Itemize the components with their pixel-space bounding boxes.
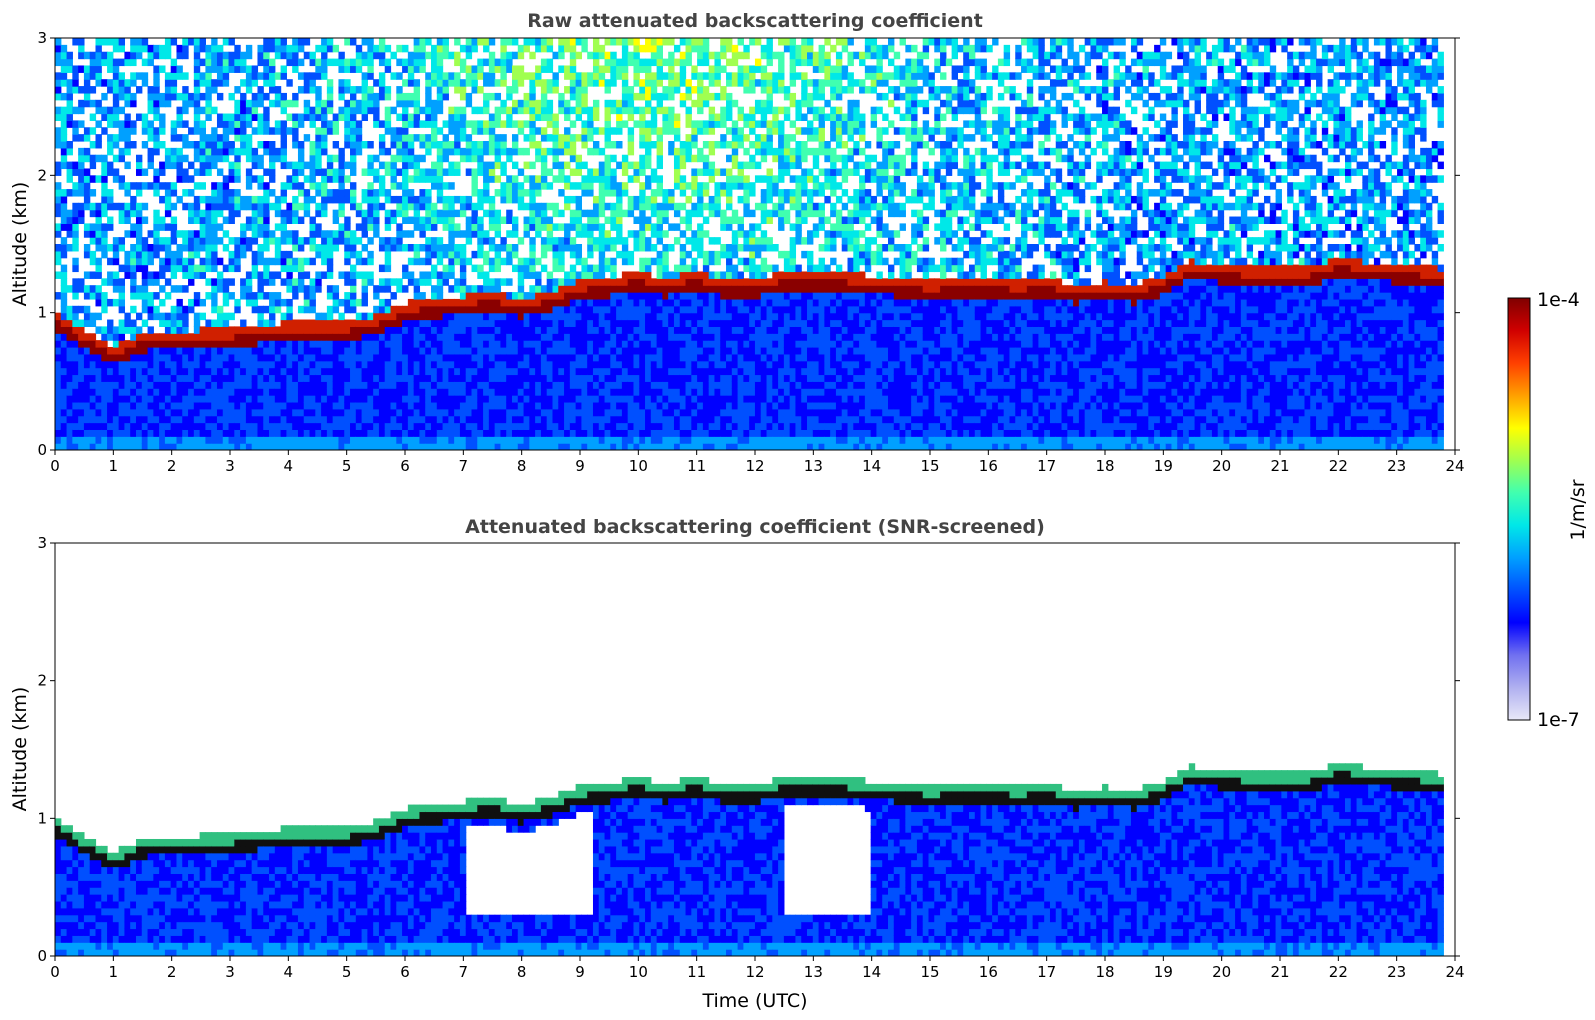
panel-screened-x-ticks: 0 1 2 3 4 5 6 7 8 9 10 11 12 13 14 15 16 17 18 19 20 21 22 23 24 <box>50 956 1465 981</box>
panel-screened-x-tick-label: 10 <box>629 963 648 981</box>
panel-raw-y-tick-label: 0 <box>37 441 47 459</box>
panel-screened-x-tick-label: 3 <box>225 963 235 981</box>
panel-raw-y-label: Altitude (km) <box>9 182 31 307</box>
colorbar-unit-label: 1/m/sr <box>1567 479 1589 540</box>
panel-raw-x-tick-label: 1 <box>109 457 119 475</box>
panel-raw-y-ticks: 0 1 2 3 <box>37 29 1460 459</box>
panel-screened-y-tick-label: 1 <box>37 809 47 827</box>
panel-raw-x-tick-label: 18 <box>1095 457 1114 475</box>
panel-raw-y-tick-label: 3 <box>37 29 47 47</box>
panel-raw-x-tick-label: 7 <box>459 457 469 475</box>
panel-raw-x-tick-label: 11 <box>687 457 706 475</box>
panel-screened-title: Attenuated backscattering coefficient (S… <box>465 516 1045 538</box>
panel-raw-y-tick-label: 2 <box>37 166 47 184</box>
panel-screened-x-tick-label: 5 <box>342 963 352 981</box>
panel-raw-x-tick-label: 10 <box>629 457 648 475</box>
panel-screened-x-tick-label: 20 <box>1212 963 1231 981</box>
panel-raw-x-tick-label: 8 <box>517 457 527 475</box>
panel-raw-x-tick-label: 17 <box>1037 457 1056 475</box>
colorbar: 1e-4 1e-7 1/m/sr <box>1507 289 1589 731</box>
panel-screened-x-tick-label: 11 <box>687 963 706 981</box>
panel-raw-x-tick-label: 4 <box>284 457 294 475</box>
panel-screened-x-tick-label: 22 <box>1329 963 1348 981</box>
panel-screened-x-tick-label: 8 <box>517 963 527 981</box>
panel-raw-x-ticks: 0 1 2 3 4 5 6 7 8 9 10 11 12 13 14 15 16 17 18 19 20 21 22 23 24 <box>50 450 1465 475</box>
colorbar-gradient <box>1507 297 1531 721</box>
panel-screened-y-tick-label: 2 <box>37 672 47 690</box>
panel-screened-y-label: Altitude (km) <box>9 687 31 812</box>
panel-raw: Raw attenuated backscattering coefficien… <box>9 10 1465 475</box>
panel-screened-y-tick-label: 0 <box>37 947 47 965</box>
panel-screened-heatmap <box>55 763 1444 956</box>
panel-raw-heatmap <box>55 38 1444 450</box>
panel-screened-x-tick-label: 23 <box>1387 963 1406 981</box>
panel-raw-x-tick-label: 0 <box>50 457 60 475</box>
panel-raw-title: Raw attenuated backscattering coefficien… <box>527 10 983 32</box>
panel-raw-x-tick-label: 14 <box>862 457 881 475</box>
panel-raw-x-tick-label: 12 <box>745 457 764 475</box>
panel-raw-x-tick-label: 2 <box>167 457 177 475</box>
panel-screened-x-tick-label: 12 <box>745 963 764 981</box>
panel-screened-x-tick-label: 16 <box>979 963 998 981</box>
panel-raw-x-tick-label: 13 <box>804 457 823 475</box>
panel-raw-x-tick-label: 24 <box>1445 457 1464 475</box>
panel-screened: Attenuated backscattering coefficient (S… <box>9 516 1465 1012</box>
panel-raw-x-tick-label: 21 <box>1270 457 1289 475</box>
panel-raw-x-tick-label: 16 <box>979 457 998 475</box>
panel-raw-x-tick-label: 9 <box>575 457 585 475</box>
panel-screened-x-tick-label: 24 <box>1445 963 1464 981</box>
panel-screened-x-tick-label: 7 <box>459 963 469 981</box>
panel-raw-x-tick-label: 3 <box>225 457 235 475</box>
panel-raw-x-tick-label: 23 <box>1387 457 1406 475</box>
panel-raw-x-tick-label: 15 <box>920 457 939 475</box>
panel-raw-y-tick-label: 1 <box>37 304 47 322</box>
panel-screened-x-tick-label: 0 <box>50 963 60 981</box>
panel-screened-x-tick-label: 17 <box>1037 963 1056 981</box>
panel-screened-x-tick-label: 21 <box>1270 963 1289 981</box>
panel-raw-x-tick-label: 19 <box>1154 457 1173 475</box>
panel-screened-y-ticks: 0 1 2 3 <box>37 534 1460 965</box>
colorbar-max-label: 1e-4 <box>1537 289 1580 311</box>
panel-screened-x-tick-label: 4 <box>284 963 294 981</box>
panel-raw-x-tick-label: 22 <box>1329 457 1348 475</box>
panel-screened-x-tick-label: 9 <box>575 963 585 981</box>
panel-screened-x-tick-label: 19 <box>1154 963 1173 981</box>
panel-raw-x-tick-label: 6 <box>400 457 410 475</box>
panel-raw-x-tick-label: 20 <box>1212 457 1231 475</box>
panel-screened-x-tick-label: 18 <box>1095 963 1114 981</box>
panel-screened-x-tick-label: 14 <box>862 963 881 981</box>
panel-screened-x-label: Time (UTC) <box>701 990 807 1012</box>
panel-screened-y-tick-label: 3 <box>37 534 47 552</box>
panel-screened-x-tick-label: 6 <box>400 963 410 981</box>
panel-raw-x-tick-label: 5 <box>342 457 352 475</box>
panel-screened-x-tick-label: 1 <box>109 963 119 981</box>
panel-screened-x-tick-label: 15 <box>920 963 939 981</box>
panel-screened-x-tick-label: 2 <box>167 963 177 981</box>
panel-screened-x-tick-label: 13 <box>804 963 823 981</box>
colorbar-min-label: 1e-7 <box>1537 709 1580 731</box>
